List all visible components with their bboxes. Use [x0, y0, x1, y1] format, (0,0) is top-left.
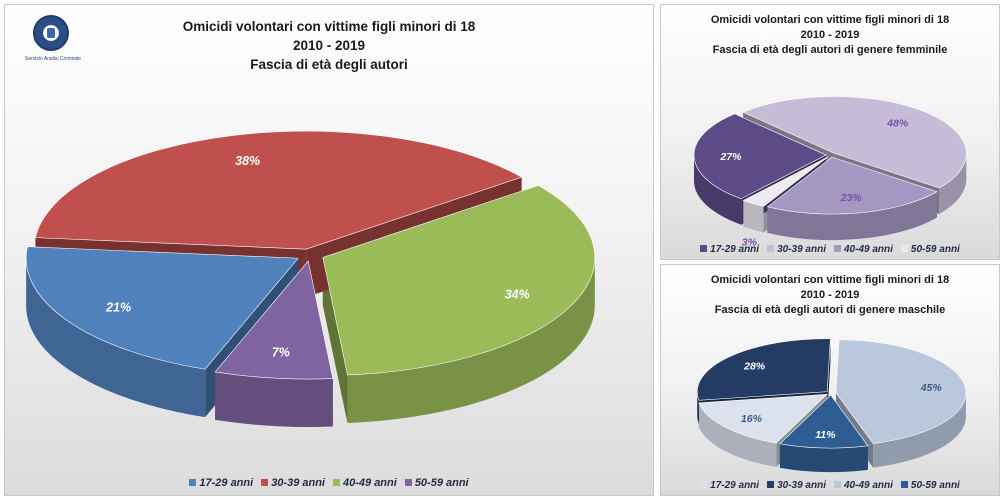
- legend-swatch: [767, 481, 775, 488]
- legend-swatch: [834, 481, 841, 488]
- logo-caption: Servizio Analisi Criminale: [24, 56, 82, 62]
- legend-label: 17-29 anni: [199, 477, 254, 489]
- legend-item-50-59-anni: 50-59 anni: [900, 480, 960, 491]
- legend-item-50-59-anni: 50-59 anni: [404, 477, 469, 489]
- main-chart-panel: Servizio Analisi Criminale Omicidi volon…: [4, 4, 654, 496]
- pie-slice-50-59-anni: [779, 394, 869, 449]
- legend-label: 50-59 anni: [910, 244, 960, 255]
- data-label-17-29-anni: 27%: [720, 151, 743, 163]
- pie-side-17-29-anni: [26, 258, 206, 418]
- legend-swatch: [767, 245, 775, 252]
- legend-item-40-49-anni: 40-49 anni: [834, 480, 893, 491]
- chart-subtitle-2: Fascia di età degli autori: [250, 57, 408, 72]
- legend-label: 40-49 anni: [844, 480, 893, 491]
- data-label-30-39-anni: 28%: [743, 361, 766, 373]
- pie-slice-30-39-anni: [742, 96, 967, 189]
- chart-subtitle-2: Fascia di età degli autori di genere fem…: [712, 44, 948, 56]
- pie-slice-50-59-anni: [742, 156, 829, 207]
- pie-side-17-29-anni: [694, 155, 742, 225]
- legend-swatch: [700, 245, 708, 252]
- data-label-17-29-anni: 21%: [105, 301, 131, 315]
- data-label-30-39-anni: 38%: [235, 154, 260, 168]
- legend-item-17-29-anni: 17-29 anni: [700, 480, 759, 491]
- chart-legend: 17-29 anni 30-39 anni 40-49 anni 50-59 anni: [661, 244, 999, 255]
- legend-swatch: [700, 481, 708, 488]
- pie-side-17-29-anni: [698, 402, 777, 468]
- pie-top-layer: [693, 96, 967, 215]
- data-label-50-59-anni: 3%: [742, 237, 758, 249]
- pie-slice-40-49-anni: [766, 156, 938, 215]
- chart-subtitle: 2010 - 2019: [800, 29, 860, 41]
- pie-slice-17-29-anni: [693, 113, 827, 200]
- pie-slice-17-29-anni: [698, 393, 828, 444]
- pie-slice-30-39-anni: [696, 338, 831, 401]
- chart-title-block: Omicidi volontari con vittime figli mino…: [661, 13, 999, 58]
- pie-side-40-49-anni: [767, 191, 937, 241]
- chart-legend: 17-29 anni 30-39 anni 40-49 anni 50-59 anni: [5, 477, 653, 489]
- pie-side-30-39-anni: [939, 153, 967, 214]
- legend-swatch: [900, 481, 908, 488]
- pie-side-50-59-anni: [215, 371, 333, 428]
- legend-label: 30-39 anni: [777, 480, 826, 491]
- pie-side-40-49-anni: [873, 392, 966, 468]
- pie-slice-50-59-anni: [214, 260, 334, 380]
- agency-logo: Servizio Analisi Criminale: [14, 15, 92, 77]
- legend-item-30-39-anni: 30-39 anni: [767, 244, 826, 255]
- legend-item-50-59-anni: 50-59 anni: [900, 244, 960, 255]
- pie-top-layer: [25, 130, 596, 380]
- male-chart-panel: Omicidi volontari con vittime figli mino…: [660, 264, 1000, 496]
- pie-slice-40-49-anni: [835, 339, 967, 444]
- pie-slice-30-39-anni: [35, 130, 523, 250]
- chart-title-block: Omicidi volontari con vittime figli mino…: [661, 273, 999, 318]
- chart-subtitle: 2010 - 2019: [800, 289, 860, 301]
- data-label-17-29-anni: 16%: [741, 413, 763, 425]
- pie-chart-svg: 16% 28% 45% 11%: [696, 338, 967, 473]
- legend-swatch: [834, 245, 841, 252]
- chart-subtitle-2: Fascia di età degli autori di genere mas…: [714, 304, 946, 316]
- pie-chart-svg: 21% 38% 34% 7%: [25, 130, 596, 428]
- legend-label: 50-59 anni: [910, 480, 960, 491]
- legend-label: 30-39 anni: [271, 477, 325, 489]
- legend-item-40-49-anni: 40-49 anni: [834, 244, 893, 255]
- data-label-40-49-anni: 23%: [840, 192, 863, 204]
- chart-title: Omicidi volontari con vittime figli mino…: [182, 19, 476, 34]
- female-chart-panel: Omicidi volontari con vittime figli mino…: [660, 4, 1000, 260]
- data-label-50-59-anni: 11%: [815, 429, 836, 441]
- pie-slice-17-29-anni: [25, 246, 299, 370]
- legend-label: 17-29 anni: [710, 480, 760, 491]
- legend-swatch: [333, 479, 340, 486]
- legend-swatch: [900, 245, 908, 252]
- legend-item-30-39-anni: 30-39 anni: [767, 480, 826, 491]
- data-label-30-39-anni: 48%: [886, 117, 909, 129]
- chart-title: Omicidi volontari con vittime figli mino…: [710, 274, 950, 286]
- pie-side-50-59-anni: [779, 443, 868, 473]
- legend-label: 40-49 anni: [844, 244, 893, 255]
- pie-side-40-49-anni: [347, 257, 595, 423]
- legend-label: 17-29 anni: [710, 244, 760, 255]
- pie-top-layer: [696, 338, 967, 449]
- legend-swatch: [261, 479, 269, 486]
- legend-label: 50-59 anni: [414, 477, 469, 489]
- chart-title-block: Omicidi volontari con vittime figli mino…: [5, 17, 653, 74]
- legend-swatch: [404, 479, 412, 486]
- shield-emblem-icon: [33, 15, 69, 51]
- pie-cut-face: [827, 338, 831, 416]
- data-label-50-59-anni: 7%: [272, 346, 290, 360]
- data-label-40-49-anni: 34%: [505, 288, 530, 302]
- legend-swatch: [189, 479, 197, 486]
- pie-chart-svg: 27% 48% 23% 3%: [693, 96, 967, 249]
- legend-label: 30-39 anni: [777, 244, 826, 255]
- chart-title: Omicidi volontari con vittime figli mino…: [710, 14, 950, 26]
- chart-legend: 17-29 anni 30-39 anni 40-49 anni 50-59 anni: [661, 480, 999, 491]
- legend-item-17-29-anni: 17-29 anni: [189, 477, 253, 489]
- data-label-40-49-anni: 45%: [920, 382, 943, 394]
- pie-side-50-59-anni: [743, 200, 764, 233]
- legend-item-30-39-anni: 30-39 anni: [261, 477, 325, 489]
- legend-item-17-29-anni: 17-29 anni: [700, 244, 759, 255]
- legend-item-40-49-anni: 40-49 anni: [333, 477, 397, 489]
- chart-subtitle: 2010 - 2019: [292, 38, 366, 53]
- pie-slice-40-49-anni: [322, 185, 596, 376]
- legend-label: 40-49 anni: [343, 477, 397, 489]
